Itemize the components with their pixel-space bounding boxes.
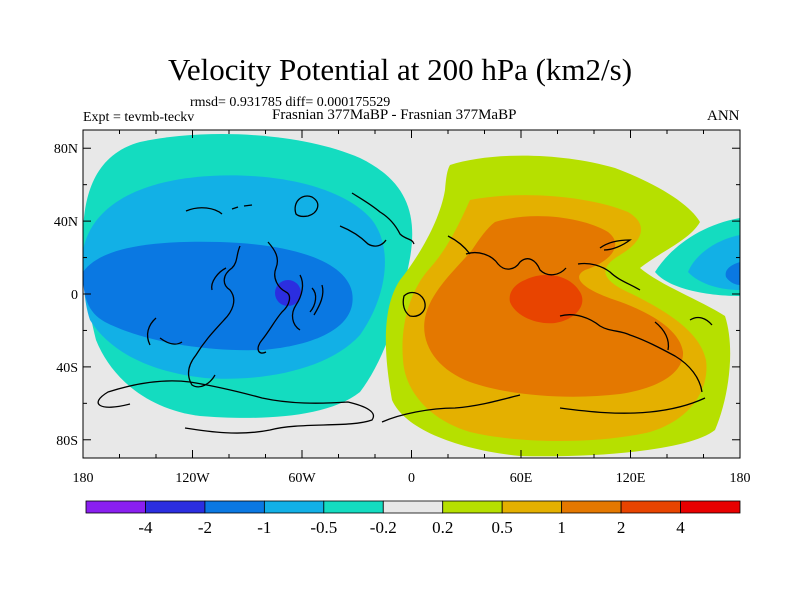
colorbar-label: -0.5 bbox=[310, 518, 337, 537]
colorbar-label: 0.2 bbox=[432, 518, 453, 537]
season-label: ANN bbox=[707, 108, 740, 124]
colorbar-swatch bbox=[442, 500, 503, 514]
colorbar-swatch bbox=[204, 500, 265, 514]
chart-subtitle: Frasnian 377MaBP - Frasnian 377MaBP bbox=[272, 107, 517, 123]
coastlines bbox=[97, 192, 713, 434]
x-tick-label: 0 bbox=[408, 471, 415, 486]
colorbar-swatch bbox=[382, 500, 444, 514]
contour-neg-east-1 bbox=[725, 262, 740, 285]
colorbar-swatch bbox=[145, 500, 206, 514]
y-tick-label: 0 bbox=[71, 288, 78, 303]
colorbar-label: 1 bbox=[557, 518, 566, 537]
y-tick-label: 80S bbox=[56, 434, 78, 449]
colorbar-swatch bbox=[620, 500, 681, 514]
x-tick-label: 60W bbox=[288, 471, 316, 486]
colorbar-label: -1 bbox=[257, 518, 271, 537]
colorbar-swatch bbox=[561, 500, 622, 514]
colorbar-label: 2 bbox=[617, 518, 626, 537]
colorbar-swatch bbox=[85, 500, 146, 514]
colorbar-swatch bbox=[680, 500, 741, 514]
y-tick-label: 40S bbox=[56, 361, 78, 376]
x-tick-label: 60E bbox=[510, 471, 533, 486]
colorbar-label: -0.2 bbox=[370, 518, 397, 537]
y-tick-label: 80N bbox=[54, 142, 78, 157]
contour-field bbox=[83, 130, 740, 458]
x-tick-label: 120W bbox=[175, 471, 210, 486]
colorbar-swatch bbox=[263, 500, 325, 514]
colorbar-label: -2 bbox=[198, 518, 212, 537]
colorbar: -4 -2 -1 -0.5 -0.2 0.2 0.5 1 2 4 bbox=[85, 500, 741, 537]
chart-title: Velocity Potential at 200 hPa (km2/s) bbox=[167, 52, 633, 87]
experiment-label: Expt = tevmb-teckv bbox=[83, 110, 195, 125]
x-tick-label: 180 bbox=[730, 471, 751, 486]
y-tick-label: 40N bbox=[54, 215, 78, 230]
colorbar-swatch bbox=[501, 500, 563, 514]
stats-text: rmsd= 0.931785 diff= 0.000175529 bbox=[190, 95, 391, 110]
colorbar-swatch bbox=[323, 500, 384, 514]
x-tick-label: 180 bbox=[73, 471, 94, 486]
colorbar-label: -4 bbox=[138, 518, 153, 537]
colorbar-label: 0.5 bbox=[492, 518, 513, 537]
contour-pos-2 bbox=[509, 274, 583, 324]
axis-ticks: 180 120W 60W 0 60E 120E 180 80N 40N 0 40S 80S bbox=[54, 130, 751, 486]
colorbar-label: 4 bbox=[676, 518, 685, 537]
contour-neg-1 bbox=[83, 241, 353, 351]
x-tick-label: 120E bbox=[616, 471, 646, 486]
